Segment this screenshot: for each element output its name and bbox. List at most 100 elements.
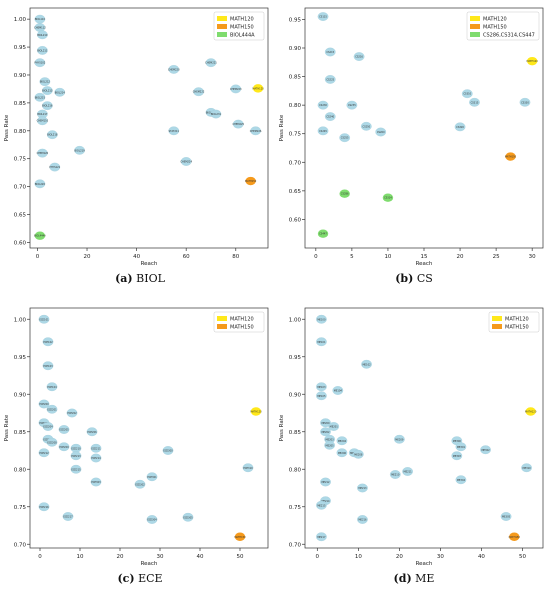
data-point-marker — [455, 475, 467, 485]
data-point: ME213 — [357, 483, 368, 493]
data-point-label: ECE204 — [43, 426, 53, 429]
data-point-label: CHEM225 — [232, 123, 244, 126]
data-point-label: ECE300 — [163, 450, 173, 453]
caption-tag: (c) — [117, 572, 135, 585]
data-point-label: CS260 — [377, 131, 385, 134]
data-point: CS225 — [324, 75, 336, 84]
y-tick-label: 0.95 — [14, 355, 27, 361]
data-point-label: ECE102 — [43, 341, 53, 344]
data-point-label: PHYS121 — [49, 166, 60, 169]
data-point-marker — [90, 453, 102, 463]
data-point: ME105 — [316, 391, 327, 401]
data-point: CS250 — [360, 121, 372, 131]
caption-text: ME — [415, 572, 435, 585]
panel-biol: 0 20 40 60 80 0.60 0.65 0.70 0.75 0.80 0.85 0.90 0.9… — [0, 0, 275, 265]
data-point: MATH120 — [252, 84, 264, 93]
data-point: ME215 — [316, 500, 327, 510]
data-point: BIOL216 — [42, 101, 53, 111]
data-point-marker — [242, 463, 254, 473]
data-point-label: BIOL217 — [37, 113, 48, 116]
y-tick-label: 0.75 — [289, 505, 302, 511]
legend-swatch — [470, 32, 480, 37]
y-tick-label: 0.85 — [14, 101, 27, 107]
legend-label: MATH120 — [230, 17, 254, 23]
data-point: ECE204 — [42, 422, 54, 431]
data-point-marker — [394, 434, 405, 444]
data-point-marker — [332, 386, 344, 395]
data-point: ECE201 — [46, 404, 58, 414]
caption-cs: (b) CS — [279, 272, 549, 285]
data-point-label: CHEM221 — [205, 62, 217, 65]
data-point: ECE209 — [58, 442, 70, 452]
data-point-marker — [180, 157, 192, 166]
data-point: ME301 — [455, 442, 467, 452]
data-point-marker — [336, 448, 348, 458]
data-point-label: ECE310 — [243, 467, 253, 470]
data-point-label: ME300 — [453, 440, 462, 443]
data-point-marker — [182, 512, 194, 522]
data-point-marker — [316, 391, 327, 401]
x-axis-label: Reach — [141, 261, 158, 265]
data-point-marker — [317, 126, 329, 136]
data-point-marker — [316, 314, 327, 324]
data-point: ME304 — [455, 475, 467, 485]
caption-text: BIOL — [136, 272, 165, 285]
data-point-label: CS240 — [326, 116, 334, 119]
legend-label: MATH150 — [483, 25, 507, 31]
legend: MATH120 MATH150 — [488, 311, 540, 333]
data-point-label: ME202 — [321, 431, 330, 434]
y-axis-label: Pass Rate — [279, 114, 285, 141]
data-point-label: CS447 — [319, 233, 327, 236]
y-tick-label: 0.70 — [289, 542, 302, 548]
data-point-marker — [54, 87, 66, 97]
legend-swatch — [470, 24, 480, 29]
data-point-marker — [509, 532, 520, 541]
x-tick-label: 0 — [314, 254, 318, 260]
data-point-label: ME215 — [317, 504, 326, 507]
data-point-label: CS330 — [521, 101, 529, 104]
data-point-marker — [252, 84, 264, 93]
data-point-label: ME303 — [453, 455, 462, 458]
data-point-marker — [34, 179, 46, 189]
data-point-label: CS245 — [319, 130, 327, 133]
plot-frame — [29, 307, 269, 549]
data-point: ME310 — [521, 463, 532, 473]
data-point: CS330 — [519, 97, 531, 107]
y-tick-label: 0.85 — [289, 430, 302, 436]
data-point-marker — [521, 463, 532, 473]
y-tick-label: 0.85 — [289, 75, 302, 81]
data-point: ME216 — [357, 515, 368, 524]
data-point-label: PHYS102 — [35, 62, 46, 65]
chart-me: 0 10 20 30 40 50 0.70 0.75 0.80 0.85 0.90 0.95 1.00 R… — [279, 307, 544, 565]
y-tick-label: 1.00 — [14, 17, 27, 23]
x-tick-label: 30 — [529, 254, 536, 260]
chart-cs: 0 5 10 15 20 25 30 0.60 0.65 0.70 0.75 0.80 0.85 0.90… — [279, 7, 544, 265]
data-point: BIOL214 — [54, 87, 66, 97]
data-point: MATH150 — [245, 176, 257, 186]
data-point-marker — [316, 337, 327, 347]
data-point-label: BIOL210 — [37, 34, 48, 37]
data-point-marker — [46, 382, 58, 392]
data-point-marker — [317, 12, 329, 21]
data-point: CS260 — [375, 127, 387, 137]
y-tick-label: 0.95 — [289, 355, 302, 361]
data-point-marker — [193, 87, 204, 97]
data-point: CHEM220 — [168, 65, 180, 74]
chart-biol: 0 20 40 60 80 0.60 0.65 0.70 0.75 0.80 0.85 0.90 0.9… — [4, 7, 269, 265]
data-point-marker — [324, 112, 336, 121]
data-point-label: ME105 — [317, 395, 326, 398]
data-point-label: STAT211 — [169, 130, 180, 133]
data-point-marker — [451, 451, 463, 461]
data-point: BIOL215 — [34, 92, 45, 102]
data-point-marker — [49, 162, 61, 172]
data-point-label: BIOL214 — [55, 91, 66, 94]
data-point: ECE301 — [146, 472, 158, 482]
legend-label: MATH120 — [230, 317, 254, 323]
data-point-marker — [42, 86, 53, 95]
y-tick-label: 0.90 — [289, 46, 302, 52]
data-point-label: MATH120 — [252, 87, 264, 90]
chart-ece: 0 10 20 30 40 50 0.70 0.75 0.80 0.85 0.90 0.95 1.00 R… — [4, 307, 269, 565]
data-point-marker — [375, 127, 387, 137]
x-tick-label: 10 — [384, 254, 391, 260]
data-point: CS245 — [317, 126, 329, 136]
